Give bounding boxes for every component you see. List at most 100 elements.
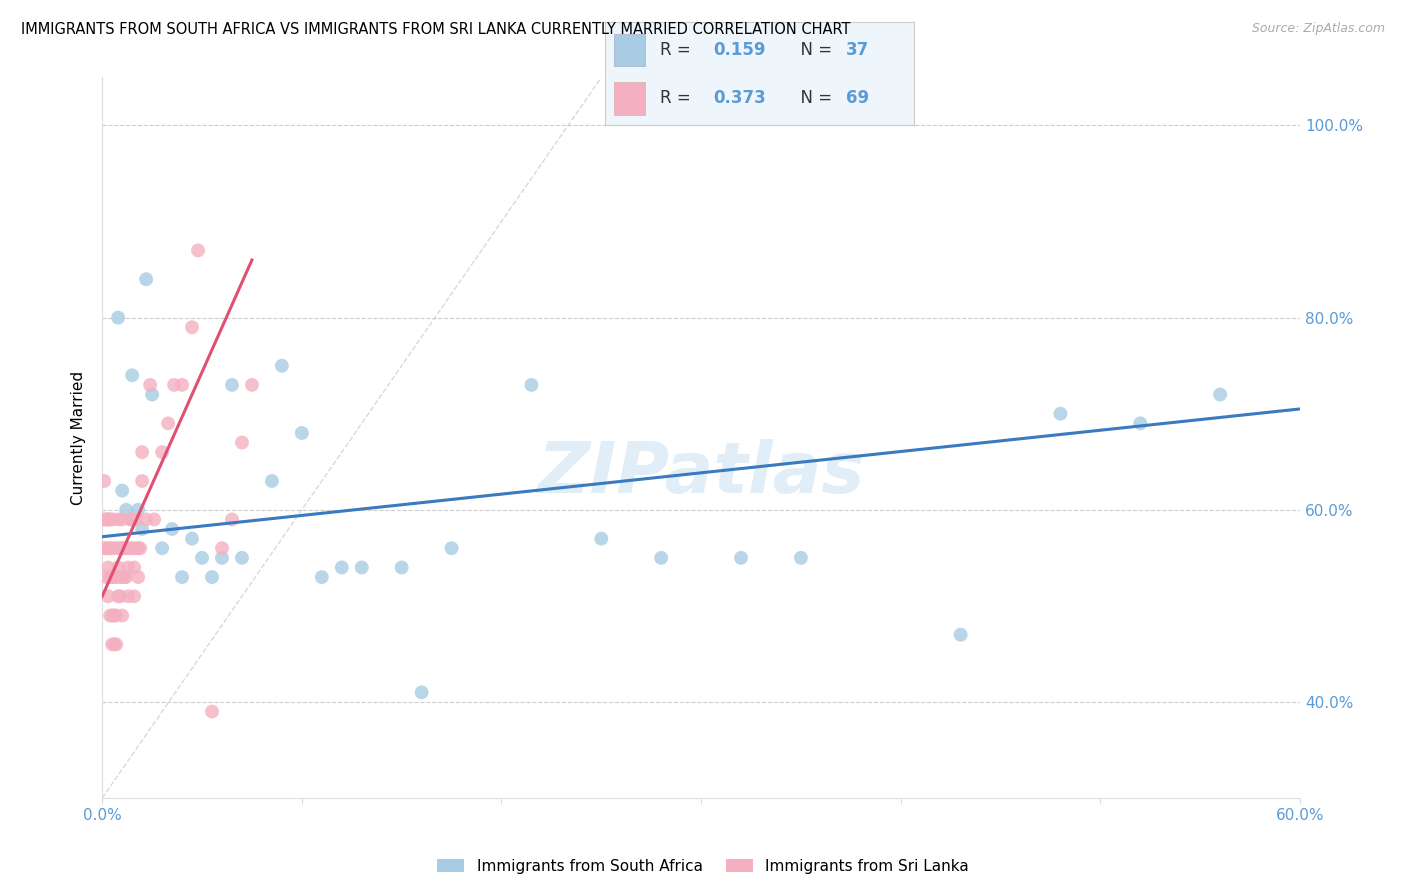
- Point: [105, 608, 128, 623]
- Point: [111, 512, 134, 526]
- Point: [129, 541, 152, 556]
- Y-axis label: Currently Married: Currently Married: [72, 371, 86, 505]
- Point: [181, 532, 204, 546]
- Point: [240, 378, 263, 392]
- Point: [108, 589, 131, 603]
- Point: [121, 541, 143, 556]
- Point: [111, 608, 134, 623]
- Point: [270, 359, 292, 373]
- Point: [93, 541, 115, 556]
- Point: [97, 541, 120, 556]
- Point: [350, 560, 373, 574]
- Text: 0.373: 0.373: [713, 89, 766, 107]
- Text: 37: 37: [846, 41, 869, 59]
- FancyBboxPatch shape: [614, 82, 645, 114]
- Point: [411, 685, 433, 699]
- Legend: Immigrants from South Africa, Immigrants from Sri Lanka: Immigrants from South Africa, Immigrants…: [430, 853, 976, 880]
- Point: [97, 512, 120, 526]
- Point: [201, 570, 224, 584]
- Point: [790, 550, 813, 565]
- Point: [150, 445, 173, 459]
- Point: [121, 512, 143, 526]
- Point: [115, 570, 138, 584]
- Point: [107, 560, 129, 574]
- Point: [98, 570, 121, 584]
- Point: [103, 608, 125, 623]
- Text: ZIPatlas: ZIPatlas: [537, 439, 865, 508]
- Point: [120, 541, 142, 556]
- Point: [141, 387, 163, 401]
- Point: [103, 570, 125, 584]
- Point: [221, 512, 243, 526]
- Point: [93, 512, 115, 526]
- Point: [170, 378, 193, 392]
- Point: [101, 570, 124, 584]
- Point: [120, 512, 142, 526]
- Point: [122, 589, 145, 603]
- Point: [108, 541, 131, 556]
- Point: [163, 378, 186, 392]
- Point: [330, 560, 353, 574]
- Point: [127, 541, 149, 556]
- Point: [591, 532, 613, 546]
- Point: [730, 550, 752, 565]
- Point: [143, 512, 166, 526]
- Text: IMMIGRANTS FROM SOUTH AFRICA VS IMMIGRANTS FROM SRI LANKA CURRENTLY MARRIED CORR: IMMIGRANTS FROM SOUTH AFRICA VS IMMIGRAN…: [21, 22, 851, 37]
- Point: [105, 541, 128, 556]
- Point: [117, 560, 139, 574]
- Point: [1129, 417, 1152, 431]
- Point: [93, 474, 115, 488]
- Point: [160, 522, 183, 536]
- Point: [221, 378, 243, 392]
- Point: [211, 550, 233, 565]
- Point: [1209, 387, 1232, 401]
- Point: [105, 570, 128, 584]
- Point: [107, 589, 129, 603]
- Point: [111, 541, 134, 556]
- Point: [121, 368, 143, 383]
- Point: [1049, 407, 1071, 421]
- Point: [440, 541, 463, 556]
- Point: [101, 608, 124, 623]
- Point: [98, 512, 121, 526]
- Text: R =: R =: [661, 89, 696, 107]
- Point: [107, 310, 129, 325]
- Point: [291, 425, 314, 440]
- Point: [111, 570, 134, 584]
- Point: [135, 272, 157, 286]
- Text: N =: N =: [790, 41, 838, 59]
- Text: 0.159: 0.159: [713, 41, 765, 59]
- Text: Source: ZipAtlas.com: Source: ZipAtlas.com: [1251, 22, 1385, 36]
- Point: [112, 541, 135, 556]
- Point: [115, 541, 138, 556]
- Point: [157, 417, 180, 431]
- Point: [111, 483, 134, 498]
- Text: N =: N =: [790, 89, 838, 107]
- Point: [311, 570, 333, 584]
- Point: [108, 570, 131, 584]
- Point: [135, 512, 157, 526]
- Point: [170, 570, 193, 584]
- Point: [260, 474, 283, 488]
- Point: [97, 560, 120, 574]
- Point: [103, 637, 125, 651]
- Point: [391, 560, 413, 574]
- Point: [115, 503, 138, 517]
- Point: [97, 512, 120, 526]
- Point: [96, 541, 118, 556]
- Point: [112, 570, 135, 584]
- Point: [187, 244, 209, 258]
- Point: [231, 550, 253, 565]
- Point: [520, 378, 543, 392]
- Point: [105, 637, 128, 651]
- Point: [98, 608, 121, 623]
- Point: [181, 320, 204, 334]
- Text: R =: R =: [661, 41, 696, 59]
- Point: [117, 589, 139, 603]
- Point: [97, 589, 120, 603]
- FancyBboxPatch shape: [614, 34, 645, 66]
- Point: [107, 512, 129, 526]
- Point: [211, 541, 233, 556]
- Point: [650, 550, 672, 565]
- Point: [98, 541, 121, 556]
